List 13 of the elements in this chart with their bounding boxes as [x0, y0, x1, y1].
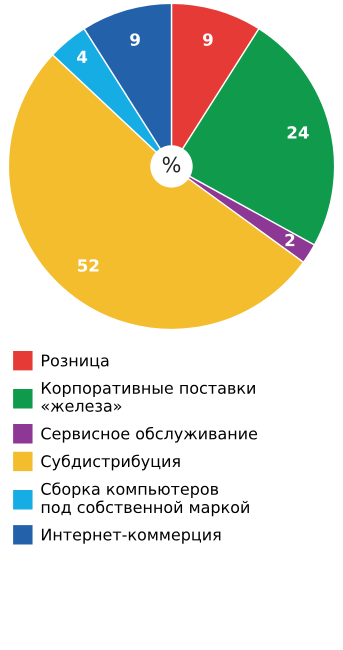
data-label: 2 — [285, 234, 294, 246]
data-label: 9 — [130, 33, 140, 46]
data-label: 4 — [77, 50, 88, 63]
legend-label: Розница — [42, 354, 108, 368]
legend-label: Сервисное обслуживание — [41, 426, 258, 443]
legend-label: Субдистрибуция — [41, 454, 180, 470]
legend-label: Интернет-коммерция — [42, 528, 220, 544]
data-label: 9 — [202, 33, 213, 46]
data-label: 24 — [288, 126, 309, 139]
legend-label: Сборка компьютеров под собственной маркой — [41, 482, 249, 516]
legend-label: Корпоративные поставки «железа» — [42, 382, 255, 412]
text: % — [162, 156, 180, 172]
data-label: 52 — [78, 259, 98, 272]
